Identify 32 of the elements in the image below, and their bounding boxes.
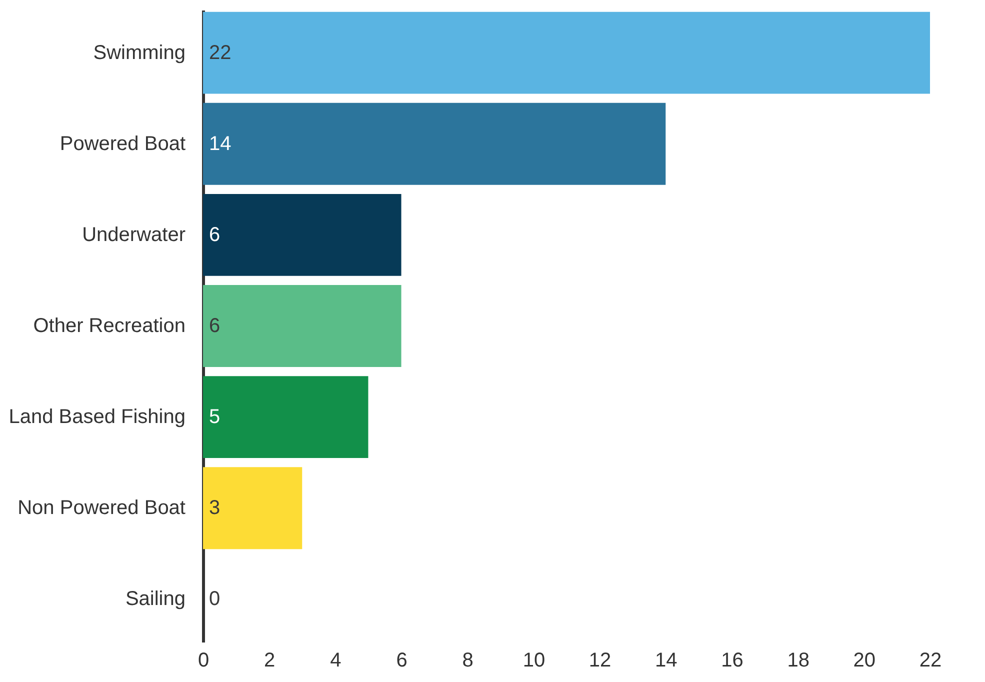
y-tick-label: Swimming: [93, 42, 186, 64]
data-label: 6: [209, 315, 220, 337]
x-tick-label: 22: [919, 650, 942, 672]
data-label: 14: [209, 132, 232, 155]
bar: [203, 12, 930, 94]
x-tick-label: 12: [588, 650, 612, 672]
data-label: 22: [209, 42, 232, 64]
bar: [203, 376, 368, 458]
y-tick-label: Powered Boat: [60, 132, 186, 155]
x-tick-label: 16: [721, 650, 744, 672]
x-tick-label: 20: [853, 650, 876, 672]
bar: [203, 285, 402, 367]
y-tick-label: Other Recreation: [33, 315, 186, 337]
bar: [203, 467, 302, 550]
x-tick-label: 0: [198, 650, 210, 672]
y-tick-label: Land Based Fishing: [8, 406, 186, 428]
data-label: 6: [209, 224, 220, 246]
data-label: 3: [209, 497, 220, 520]
x-tick-label: 2: [264, 650, 276, 672]
x-tick-label: 10: [522, 650, 546, 672]
x-tick-label: 18: [787, 650, 810, 672]
y-tick-label: Underwater: [82, 224, 186, 246]
x-tick-label: 6: [396, 650, 408, 672]
x-tick-label: 4: [330, 650, 342, 672]
data-label: 5: [209, 406, 220, 428]
y-tick-label: Non Powered Boat: [18, 497, 186, 520]
y-tick-label: Sailing: [125, 588, 186, 610]
bar: [203, 194, 402, 276]
data-label: 0: [209, 588, 220, 610]
bar: [203, 102, 666, 185]
x-tick-label: 8: [462, 650, 474, 672]
x-tick-label: 14: [655, 650, 678, 672]
